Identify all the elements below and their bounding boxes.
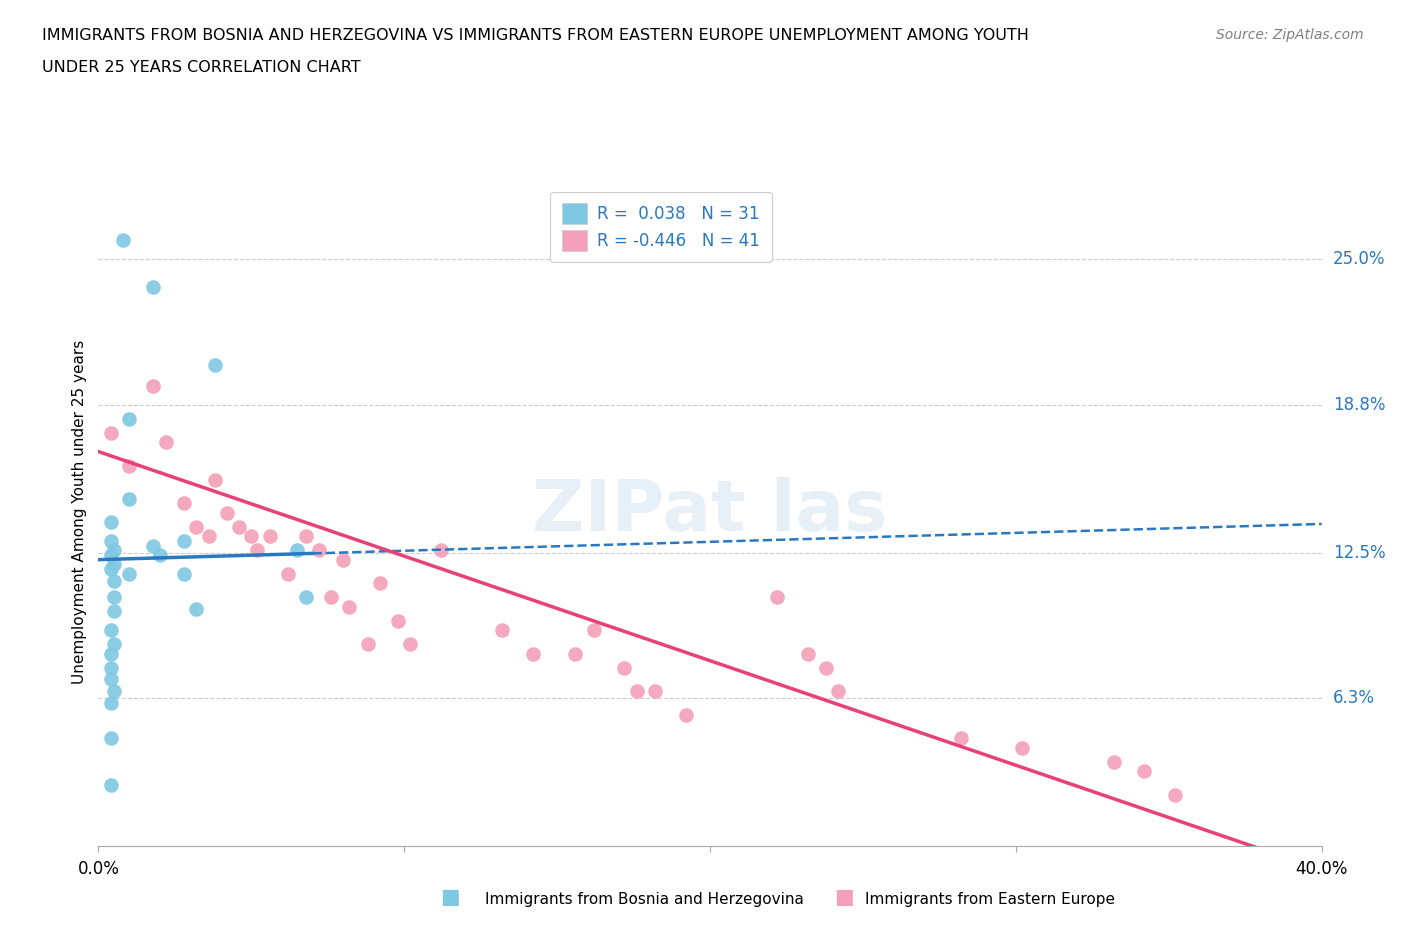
- Point: [186, 602, 208, 617]
- Point: [100, 731, 122, 746]
- Point: [100, 696, 122, 711]
- Point: [204, 472, 226, 487]
- Point: [186, 519, 208, 534]
- Point: [797, 646, 820, 661]
- Point: [1102, 754, 1125, 769]
- Point: [827, 684, 849, 698]
- Point: [100, 534, 122, 549]
- Point: [766, 590, 789, 604]
- Point: [100, 425, 122, 440]
- Point: [103, 604, 125, 618]
- Point: [100, 646, 122, 661]
- Point: [675, 708, 697, 723]
- Text: 6.3%: 6.3%: [1333, 689, 1375, 708]
- Point: [308, 543, 330, 558]
- Point: [332, 552, 354, 567]
- Point: [149, 548, 172, 563]
- Point: [522, 646, 544, 661]
- Point: [949, 731, 972, 746]
- Point: [100, 548, 122, 563]
- Point: [1011, 740, 1033, 755]
- Point: [173, 566, 195, 581]
- Point: [100, 623, 122, 638]
- Point: [319, 590, 342, 604]
- Y-axis label: Unemployment Among Youth under 25 years: Unemployment Among Youth under 25 years: [72, 339, 87, 684]
- Point: [644, 684, 666, 698]
- Text: UNDER 25 YEARS CORRELATION CHART: UNDER 25 YEARS CORRELATION CHART: [42, 60, 361, 75]
- Point: [173, 534, 195, 549]
- Text: 12.5%: 12.5%: [1333, 544, 1385, 562]
- Point: [197, 529, 219, 544]
- Point: [295, 590, 318, 604]
- Point: [399, 637, 422, 652]
- Point: [613, 660, 636, 675]
- Point: [103, 543, 125, 558]
- Point: [277, 566, 299, 581]
- Point: [142, 280, 165, 295]
- Point: [103, 574, 125, 589]
- Point: [356, 637, 378, 652]
- Point: [215, 505, 238, 520]
- Point: [103, 557, 125, 572]
- Point: [118, 411, 141, 426]
- Text: Immigrants from Bosnia and Herzegovina: Immigrants from Bosnia and Herzegovina: [485, 892, 804, 907]
- Point: [142, 538, 165, 553]
- Point: [100, 672, 122, 687]
- Point: [815, 660, 838, 675]
- Point: [118, 458, 141, 473]
- Point: [103, 590, 125, 604]
- Text: ZIPat las: ZIPat las: [533, 477, 887, 546]
- Point: [295, 529, 318, 544]
- Legend: R =  0.038   N = 31, R = -0.446   N = 41: R = 0.038 N = 31, R = -0.446 N = 41: [551, 192, 772, 262]
- Point: [100, 562, 122, 577]
- Point: [118, 491, 141, 506]
- Point: [1133, 764, 1156, 778]
- Point: [387, 613, 409, 628]
- Point: [111, 232, 134, 247]
- Text: 18.8%: 18.8%: [1333, 395, 1385, 414]
- Point: [103, 684, 125, 698]
- Point: [259, 529, 281, 544]
- Point: [368, 576, 391, 591]
- Point: [491, 623, 513, 638]
- Point: [246, 543, 269, 558]
- Point: [100, 660, 122, 675]
- Text: Source: ZipAtlas.com: Source: ZipAtlas.com: [1216, 28, 1364, 42]
- Point: [118, 566, 141, 581]
- Point: [103, 637, 125, 652]
- Point: [582, 623, 605, 638]
- Point: [564, 646, 586, 661]
- Point: [142, 379, 165, 393]
- Point: [1164, 787, 1187, 802]
- Point: [155, 434, 177, 449]
- Point: [240, 529, 263, 544]
- Point: [100, 514, 122, 529]
- Text: ■: ■: [440, 886, 460, 907]
- Point: [337, 599, 360, 614]
- Point: [100, 777, 122, 792]
- Point: [228, 519, 250, 534]
- Point: [626, 684, 648, 698]
- Point: [430, 543, 453, 558]
- Point: [173, 496, 195, 511]
- Text: IMMIGRANTS FROM BOSNIA AND HERZEGOVINA VS IMMIGRANTS FROM EASTERN EUROPE UNEMPLO: IMMIGRANTS FROM BOSNIA AND HERZEGOVINA V…: [42, 28, 1029, 43]
- Text: Immigrants from Eastern Europe: Immigrants from Eastern Europe: [865, 892, 1115, 907]
- Text: ■: ■: [834, 886, 853, 907]
- Point: [204, 357, 226, 372]
- Text: 25.0%: 25.0%: [1333, 250, 1385, 268]
- Point: [285, 543, 308, 558]
